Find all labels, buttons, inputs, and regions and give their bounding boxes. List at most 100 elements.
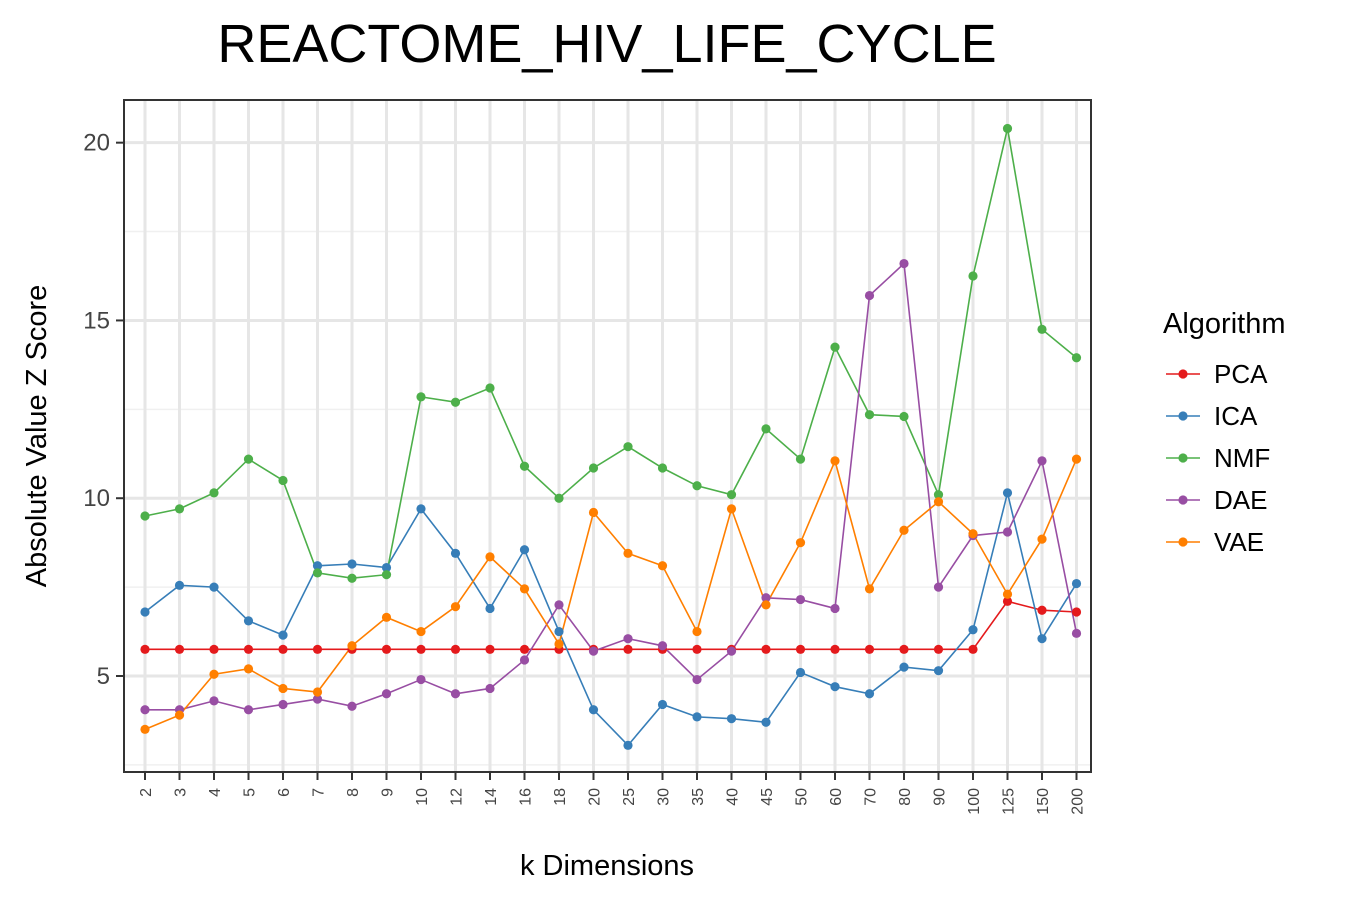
data-point-dae bbox=[243, 705, 254, 715]
data-point-nmf bbox=[243, 454, 254, 464]
data-point-vae bbox=[209, 669, 219, 679]
data-point-nmf bbox=[554, 493, 564, 503]
data-point-vae bbox=[864, 584, 875, 594]
data-point-dae bbox=[519, 655, 530, 665]
data-point-pca bbox=[899, 644, 909, 654]
legend-key-point bbox=[1178, 411, 1188, 421]
data-point-nmf bbox=[623, 442, 633, 452]
data-point-ica bbox=[243, 616, 254, 626]
legend-key-point bbox=[1178, 369, 1188, 379]
data-point-nmf bbox=[968, 271, 978, 281]
data-point-nmf bbox=[692, 481, 702, 491]
data-point-nmf bbox=[278, 475, 288, 486]
legend-label-ica: ICA bbox=[1214, 401, 1258, 431]
x-tick-label: 16 bbox=[518, 788, 535, 806]
data-point-dae bbox=[588, 646, 599, 656]
data-point-vae bbox=[519, 584, 530, 594]
data-point-vae bbox=[243, 664, 254, 674]
data-point-ica bbox=[416, 504, 426, 514]
y-tick-label: 15 bbox=[83, 307, 110, 334]
data-point-nmf bbox=[1002, 123, 1013, 134]
x-tick-label: 80 bbox=[897, 788, 914, 806]
data-point-vae bbox=[761, 600, 771, 610]
data-point-vae bbox=[1002, 589, 1013, 599]
data-point-nmf bbox=[830, 342, 840, 352]
data-point-dae bbox=[278, 699, 288, 710]
data-point-pca bbox=[1002, 596, 1013, 606]
data-point-vae bbox=[278, 683, 288, 694]
data-point-pca bbox=[209, 644, 219, 654]
data-point-pca bbox=[278, 644, 288, 654]
data-point-ica bbox=[623, 740, 633, 750]
data-point-vae bbox=[347, 641, 357, 651]
x-tick-label: 45 bbox=[759, 788, 776, 806]
data-point-ica bbox=[761, 717, 771, 727]
x-tick-label: 5 bbox=[242, 788, 259, 797]
data-point-nmf bbox=[795, 454, 806, 464]
data-point-vae bbox=[485, 552, 495, 562]
data-point-nmf bbox=[1037, 324, 1047, 334]
data-point-vae bbox=[795, 538, 806, 548]
legend-title: Algorithm bbox=[1163, 308, 1286, 340]
data-point-pca bbox=[140, 644, 150, 654]
data-point-vae bbox=[968, 529, 978, 539]
data-point-dae bbox=[657, 641, 668, 651]
minor-gridlines bbox=[124, 230, 1091, 766]
plot-panel bbox=[124, 100, 1091, 772]
plot-area bbox=[123, 99, 1092, 773]
data-point-pca bbox=[830, 644, 840, 654]
y-tick-label: 10 bbox=[83, 485, 110, 512]
data-point-dae bbox=[795, 594, 806, 605]
x-tick-label: 20 bbox=[587, 788, 604, 806]
data-point-dae bbox=[554, 600, 564, 610]
data-point-pca bbox=[450, 644, 461, 654]
data-point-nmf bbox=[485, 383, 495, 393]
data-point-vae bbox=[899, 525, 909, 535]
x-tick-label: 4 bbox=[207, 788, 224, 797]
data-point-ica bbox=[278, 630, 288, 640]
data-point-pca bbox=[312, 644, 323, 654]
data-point-vae bbox=[140, 724, 150, 734]
x-tick-label: 90 bbox=[932, 788, 949, 806]
data-point-nmf bbox=[312, 568, 323, 578]
data-point-ica bbox=[485, 603, 495, 614]
data-point-nmf bbox=[174, 504, 185, 514]
data-point-nmf bbox=[1071, 353, 1082, 363]
y-tick-label: 5 bbox=[97, 663, 110, 690]
data-point-ica bbox=[692, 712, 702, 722]
x-tick-label: 10 bbox=[414, 788, 431, 806]
data-point-pca bbox=[761, 644, 771, 654]
data-point-ica bbox=[381, 562, 392, 573]
data-point-pca bbox=[1037, 605, 1047, 615]
data-point-vae bbox=[381, 612, 392, 622]
data-point-ica bbox=[209, 582, 219, 592]
x-tick-label: 30 bbox=[656, 788, 673, 806]
data-point-ica bbox=[968, 625, 978, 635]
data-point-vae bbox=[554, 639, 564, 649]
data-point-nmf bbox=[209, 488, 219, 498]
legend-key-point bbox=[1178, 537, 1188, 547]
x-tick-label: 2 bbox=[138, 788, 155, 797]
data-point-dae bbox=[312, 694, 323, 704]
series-points bbox=[140, 123, 1082, 750]
x-tick-label: 60 bbox=[828, 788, 845, 806]
data-point-dae bbox=[416, 674, 426, 685]
data-point-pca bbox=[485, 644, 495, 654]
data-point-nmf bbox=[933, 490, 944, 500]
x-tick-label: 35 bbox=[690, 788, 707, 806]
data-point-dae bbox=[726, 646, 737, 656]
data-point-vae bbox=[726, 504, 737, 514]
legend: Algorithm PCA ICA NMF DAE VAE bbox=[1163, 308, 1286, 557]
series-line-nmf bbox=[144, 128, 1078, 580]
x-tick-label: 70 bbox=[863, 788, 880, 806]
data-point-ica bbox=[726, 714, 737, 724]
data-point-vae bbox=[588, 507, 599, 518]
plot-border bbox=[123, 99, 1092, 773]
data-point-ica bbox=[554, 626, 564, 637]
legend-label-pca: PCA bbox=[1214, 359, 1268, 389]
y-tick-label: 20 bbox=[83, 130, 110, 157]
data-point-ica bbox=[1037, 634, 1047, 644]
data-point-dae bbox=[1002, 527, 1013, 537]
data-point-nmf bbox=[899, 411, 909, 422]
